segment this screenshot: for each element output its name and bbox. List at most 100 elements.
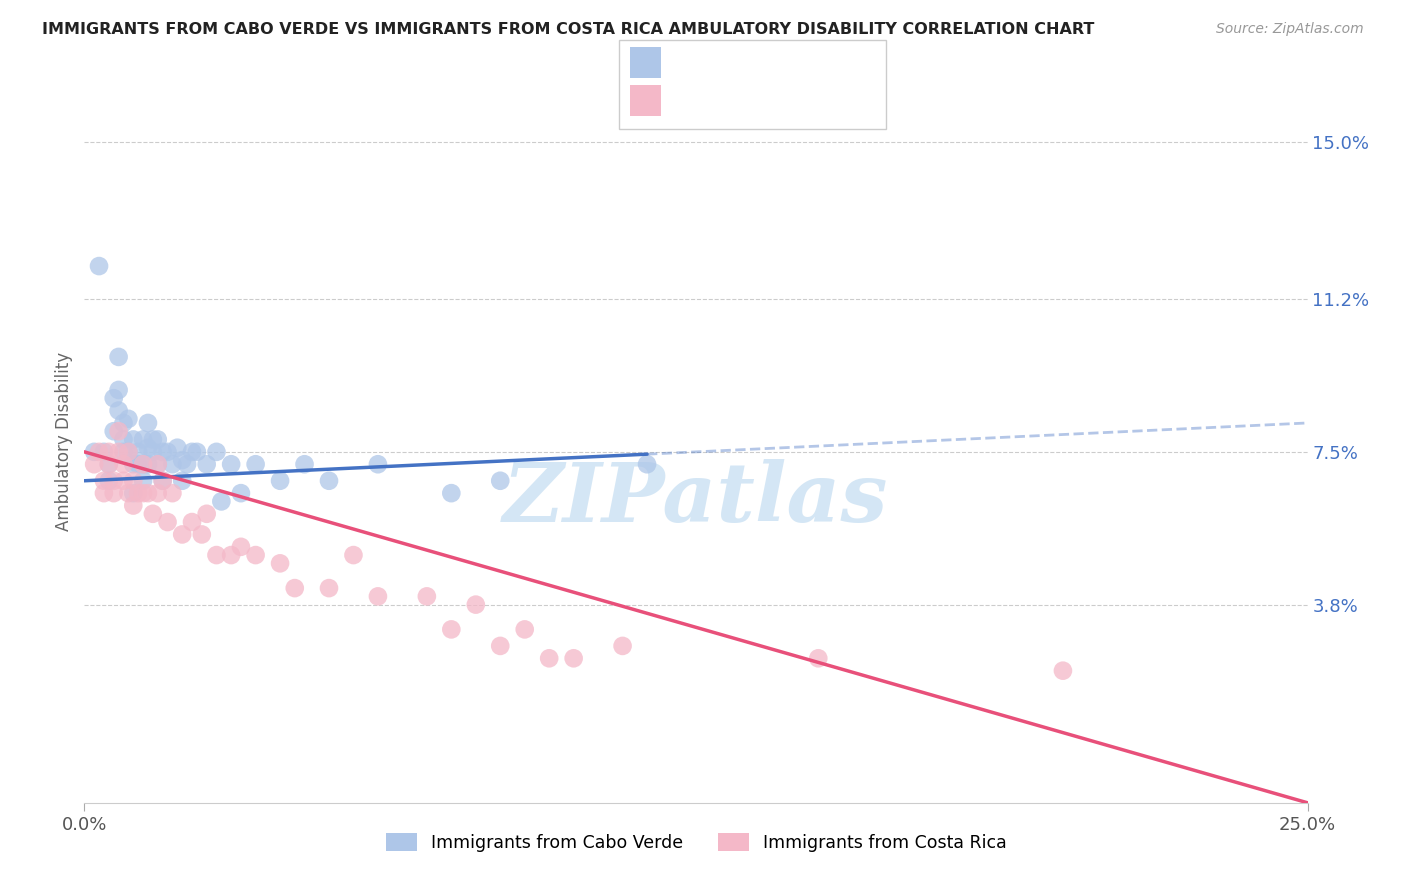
Point <box>107 350 129 364</box>
Point <box>107 383 129 397</box>
Point <box>464 598 486 612</box>
Point <box>562 651 585 665</box>
Text: R =: R = <box>669 91 707 110</box>
Point <box>103 474 125 488</box>
Point <box>538 651 561 665</box>
Point <box>186 445 208 459</box>
Point <box>156 445 179 459</box>
Point <box>172 527 194 541</box>
Point <box>142 445 165 459</box>
Point <box>181 445 204 459</box>
Point <box>132 486 155 500</box>
Point <box>97 457 120 471</box>
Point <box>127 486 149 500</box>
Point <box>342 548 364 562</box>
Point <box>284 581 307 595</box>
Point <box>146 457 169 471</box>
Point <box>318 581 340 595</box>
Text: -0.239: -0.239 <box>711 91 773 110</box>
Point <box>87 445 110 459</box>
Point <box>136 486 159 500</box>
Point <box>132 457 155 471</box>
Point <box>112 416 135 430</box>
Text: IMMIGRANTS FROM CABO VERDE VS IMMIGRANTS FROM COSTA RICA AMBULATORY DISABILITY C: IMMIGRANTS FROM CABO VERDE VS IMMIGRANTS… <box>42 22 1094 37</box>
Point <box>367 590 389 604</box>
Text: ZIPatlas: ZIPatlas <box>503 459 889 540</box>
Point <box>112 474 135 488</box>
Point <box>416 590 439 604</box>
Text: N =: N = <box>765 54 814 72</box>
Point <box>97 457 120 471</box>
Point <box>172 474 194 488</box>
Point <box>112 457 135 471</box>
Point <box>191 527 214 541</box>
Point <box>229 540 252 554</box>
Point <box>612 639 634 653</box>
Point <box>245 548 267 562</box>
Point <box>142 433 165 447</box>
Point <box>132 433 155 447</box>
Point <box>117 445 139 459</box>
Point <box>107 403 129 417</box>
Point <box>172 453 194 467</box>
Text: 49: 49 <box>821 91 845 110</box>
Point <box>269 474 291 488</box>
Point <box>117 412 139 426</box>
Text: N =: N = <box>765 91 814 110</box>
Point <box>489 639 512 653</box>
Point <box>152 474 174 488</box>
Point <box>1052 664 1074 678</box>
Text: 0.135: 0.135 <box>711 54 766 72</box>
Point <box>269 557 291 571</box>
Point <box>127 457 149 471</box>
Point <box>93 474 115 488</box>
Point <box>195 507 218 521</box>
Point <box>107 424 129 438</box>
Point <box>136 416 159 430</box>
Point <box>127 445 149 459</box>
Point <box>97 474 120 488</box>
Y-axis label: Ambulatory Disability: Ambulatory Disability <box>55 352 73 531</box>
Point <box>136 457 159 471</box>
Point <box>142 507 165 521</box>
Point <box>122 499 145 513</box>
Point <box>132 457 155 471</box>
Point <box>146 457 169 471</box>
Text: 53: 53 <box>821 54 845 72</box>
Point <box>152 474 174 488</box>
Point <box>112 445 135 459</box>
Point <box>107 445 129 459</box>
Point <box>294 457 316 471</box>
Point <box>93 445 115 459</box>
Point <box>219 457 242 471</box>
Point <box>117 445 139 459</box>
Point <box>219 548 242 562</box>
Point <box>367 457 389 471</box>
Point <box>146 486 169 500</box>
Point <box>136 441 159 455</box>
Point <box>229 486 252 500</box>
Point <box>166 441 188 455</box>
Point <box>112 433 135 447</box>
Point <box>152 445 174 459</box>
Point <box>103 391 125 405</box>
Point <box>205 548 228 562</box>
Point <box>176 457 198 471</box>
Point <box>209 494 232 508</box>
Point <box>489 474 512 488</box>
Point <box>162 457 184 471</box>
Point <box>132 474 155 488</box>
Point <box>87 259 110 273</box>
Point <box>156 515 179 529</box>
Point <box>440 623 463 637</box>
Point <box>636 457 658 471</box>
Point <box>513 623 536 637</box>
Point <box>103 486 125 500</box>
Point <box>245 457 267 471</box>
Point <box>205 445 228 459</box>
Point <box>318 474 340 488</box>
Point <box>440 486 463 500</box>
Point <box>93 486 115 500</box>
Point <box>83 457 105 471</box>
Point <box>807 651 830 665</box>
